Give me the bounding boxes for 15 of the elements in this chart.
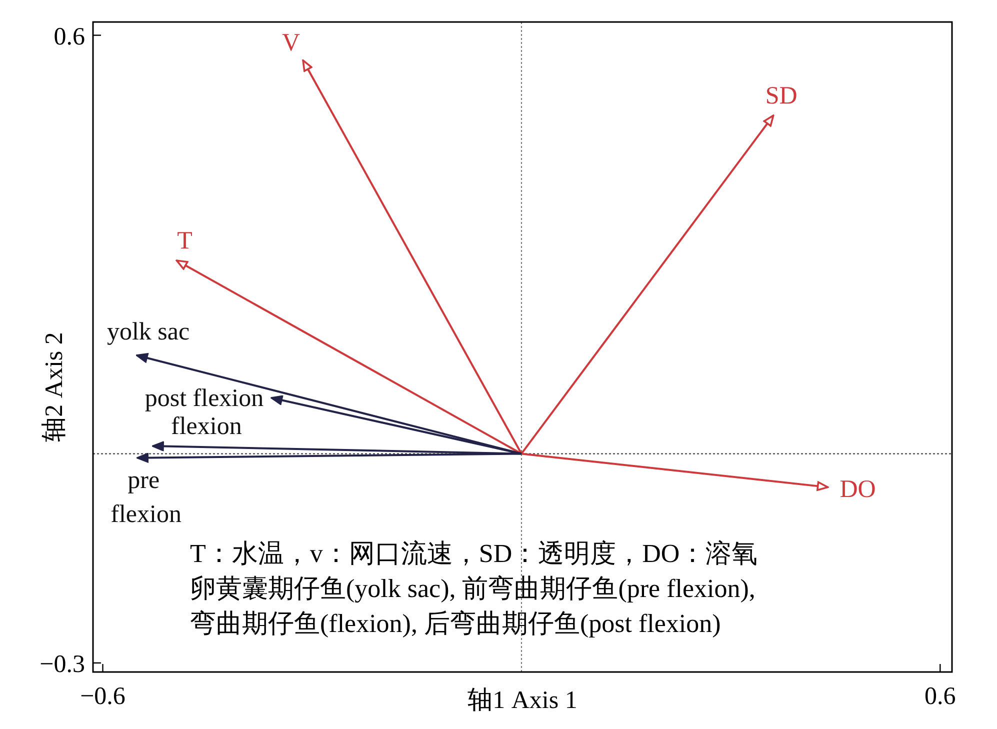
- x-tick-label: −0.6: [80, 683, 126, 710]
- y-axis-title: 轴2 Axis 2: [41, 332, 68, 442]
- x-axis-title: 轴1 Axis 1: [468, 687, 578, 714]
- annotation: T：水温，v：网口流速，SD：透明度，DO：溶氧: [190, 539, 758, 568]
- series-label: pre flexion: [110, 466, 182, 528]
- series-label: SD: [765, 82, 798, 110]
- series-label: yolk sac: [106, 318, 190, 346]
- annotation: 弯曲期仔鱼(flexion), 后弯曲期仔鱼(post flexion): [190, 609, 721, 638]
- series-label: post flexion: [144, 384, 264, 412]
- series-label: T: [177, 228, 192, 255]
- series-label: DO: [840, 476, 876, 504]
- series-label: V: [282, 29, 300, 56]
- series-label: flexion: [171, 413, 242, 440]
- annotation: 卵黄囊期仔鱼(yolk sac), 前弯曲期仔鱼(pre flexion),: [190, 574, 756, 603]
- y-tick-label: −0.3: [40, 650, 85, 678]
